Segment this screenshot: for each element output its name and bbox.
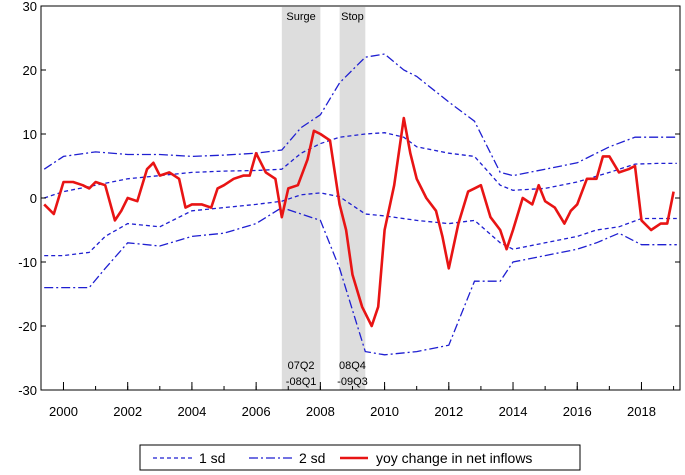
y-tick-label: -10 xyxy=(18,255,37,270)
y-tick-label: -30 xyxy=(18,383,37,398)
x-axis: 2000 2002 2004 2006 2008 2010 2012 2014 2016 2018 xyxy=(49,382,675,419)
shaded-period-end-label: -08Q1 xyxy=(286,376,317,388)
x-tick-label: 2002 xyxy=(113,404,142,419)
y-tick-label: 0 xyxy=(30,191,37,206)
shaded-period-1 xyxy=(339,7,366,390)
shaded-period-label: Surge xyxy=(286,11,315,23)
shaded-period-start-label: 08Q4 xyxy=(339,360,366,372)
shaded-period-label: Stop xyxy=(341,11,364,23)
x-tick-label: 2006 xyxy=(242,404,271,419)
series-2-line xyxy=(43,116,675,328)
legend: 1 sd 2 sd yoy change in net inflows xyxy=(139,444,581,471)
series-1-lower-line xyxy=(44,206,677,356)
series-0-lower-line xyxy=(44,192,677,257)
legend-label: 1 sd xyxy=(199,450,225,466)
shaded-period-0 xyxy=(281,7,321,390)
x-tick-label: 2004 xyxy=(177,404,206,419)
x-tick-label: 2014 xyxy=(499,404,528,419)
band-lines xyxy=(43,53,677,356)
x-tick-label: 2018 xyxy=(627,404,656,419)
shaded-periods xyxy=(281,7,366,390)
x-tick-label: 2008 xyxy=(306,404,335,419)
y-tick-label: 10 xyxy=(23,127,37,142)
y-axis: 30 20 10 0 -10 -20 -30 xyxy=(18,0,680,398)
legend-label: 2 sd xyxy=(299,450,325,466)
series-1-upper-line xyxy=(43,53,677,177)
main-series xyxy=(43,116,675,328)
shaded-period-labels: Surge 07Q2 -08Q1 Stop 08Q4 -09Q3 xyxy=(286,11,368,388)
x-tick-label: 2000 xyxy=(49,404,78,419)
y-tick-label: -20 xyxy=(18,319,37,334)
x-tick-label: 2012 xyxy=(434,404,463,419)
shaded-period-start-label: 07Q2 xyxy=(288,360,315,372)
y-tick-label: 30 xyxy=(23,0,37,14)
shaded-period-end-label: -09Q3 xyxy=(337,376,368,388)
x-tick-label: 2010 xyxy=(370,404,399,419)
y-tick-label: 20 xyxy=(23,63,37,78)
legend-label: yoy change in net inflows xyxy=(376,450,532,466)
x-tick-label: 2016 xyxy=(563,404,592,419)
